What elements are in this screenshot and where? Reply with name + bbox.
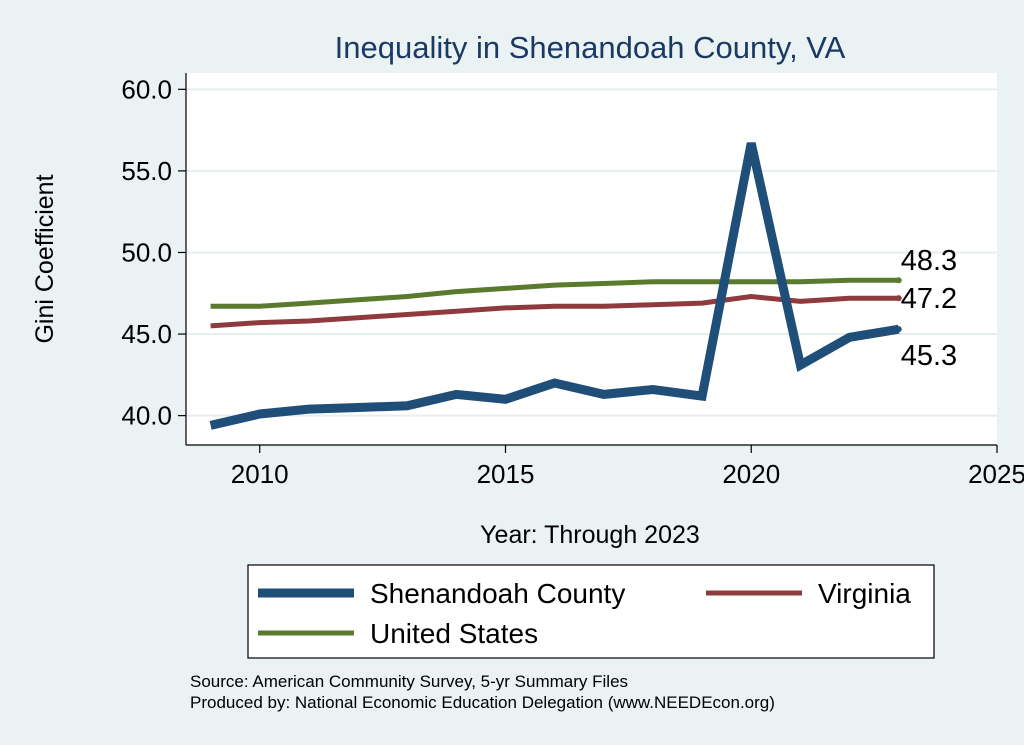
series-end-marker xyxy=(895,277,902,284)
x-tick-label: 2010 xyxy=(231,459,289,489)
x-axis-ticks: 2010 2015 2020 2025 xyxy=(231,445,1024,489)
series-line-shenandoah-county xyxy=(209,142,900,430)
x-tick-label: 2025 xyxy=(968,459,1024,489)
plot-area xyxy=(186,73,997,445)
legend-box xyxy=(247,564,935,659)
y-tick-label: 55.0 xyxy=(121,156,172,186)
source-line-2: Produced by: National Economic Education… xyxy=(190,693,775,712)
y-axis-ticks: 40.0 45.0 50.0 55.0 60.0 xyxy=(121,74,186,431)
series-end-marker xyxy=(895,326,902,333)
y-tick-label: 45.0 xyxy=(121,319,172,349)
x-tick-label: 2020 xyxy=(722,459,780,489)
series-end-marker xyxy=(895,295,902,302)
end-label-shenandoah-county: 45.3 xyxy=(901,340,957,372)
end-value-labels: 47.2 48.3 45.3 xyxy=(901,245,957,372)
y-axis-title: Gini Coefficient xyxy=(31,174,59,343)
y-tick-label: 40.0 xyxy=(121,401,172,431)
end-label-united-states: 48.3 xyxy=(901,245,957,277)
x-axis-title: Year: Through 2023 xyxy=(480,521,700,549)
y-tick-label: 50.0 xyxy=(121,237,172,267)
y-tick-label: 60.0 xyxy=(121,74,172,104)
end-label-virginia: 47.2 xyxy=(901,283,957,315)
legend-label-virginia: Virginia xyxy=(818,578,911,609)
chart-title: Inequality in Shenandoah County, VA xyxy=(335,30,846,65)
x-tick-label: 2015 xyxy=(477,459,535,489)
series-lines xyxy=(209,142,902,430)
grid-lines xyxy=(186,88,997,417)
legend: Shenandoah County Virginia United States xyxy=(258,578,911,649)
source-line-1: Source: American Community Survey, 5-yr … xyxy=(190,672,628,691)
legend-label-united-states: United States xyxy=(370,618,538,649)
legend-label-shenandoah-county: Shenandoah County xyxy=(370,578,625,609)
